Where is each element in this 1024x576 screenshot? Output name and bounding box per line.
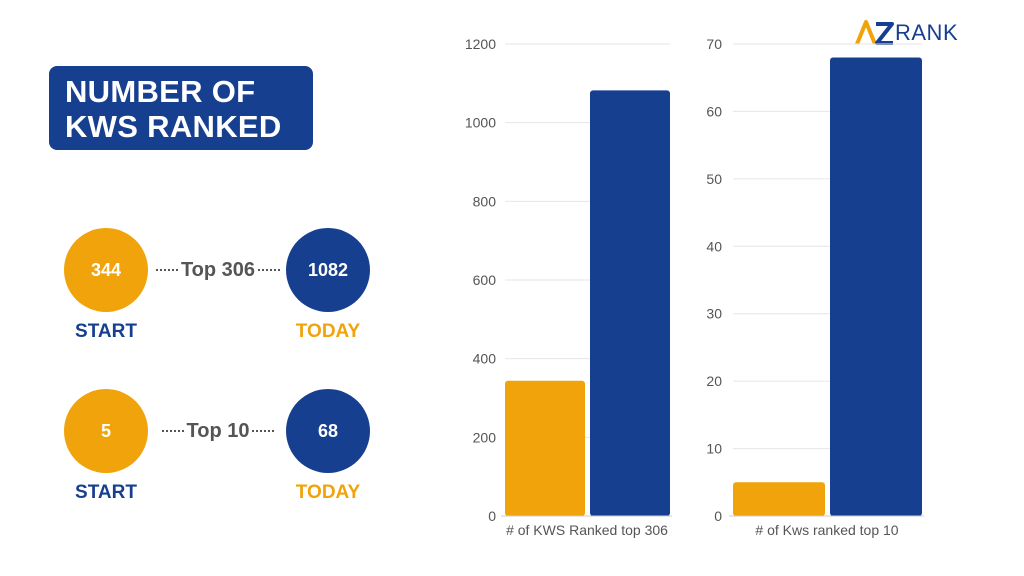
y-tick-label: 0: [488, 508, 496, 524]
y-tick-label: 70: [706, 36, 722, 52]
y-tick-label: 400: [473, 351, 497, 367]
bar-start: [505, 381, 585, 516]
y-tick-label: 30: [706, 306, 722, 322]
y-tick-label: 40: [706, 238, 722, 254]
y-tick-label: 50: [706, 171, 722, 187]
bar-today: [830, 57, 922, 516]
x-axis-label: # of KWS Ranked top 306: [506, 522, 668, 538]
y-tick-label: 1200: [465, 36, 496, 52]
bar-start: [733, 482, 825, 516]
y-tick-label: 0: [714, 508, 722, 524]
x-axis-label: # of Kws ranked top 10: [755, 522, 898, 538]
y-tick-label: 1000: [465, 115, 496, 131]
y-tick-label: 200: [473, 429, 497, 445]
y-tick-label: 10: [706, 441, 722, 457]
y-tick-label: 800: [473, 193, 497, 209]
bar-today: [590, 90, 670, 516]
y-tick-label: 600: [473, 272, 497, 288]
y-tick-label: 20: [706, 373, 722, 389]
y-tick-label: 60: [706, 103, 722, 119]
